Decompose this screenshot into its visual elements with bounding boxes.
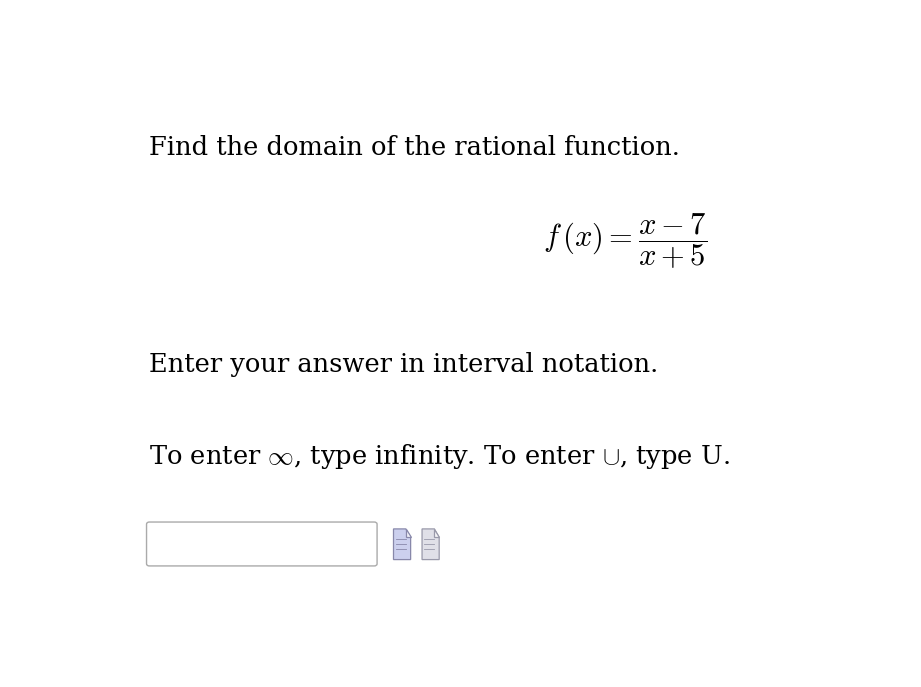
Text: Enter your answer in interval notation.: Enter your answer in interval notation. — [149, 352, 659, 377]
Text: To enter $\infty$, type infinity. To enter $\cup$, type U.: To enter $\infty$, type infinity. To ent… — [149, 442, 730, 471]
Polygon shape — [435, 529, 439, 537]
Polygon shape — [393, 529, 411, 560]
Text: Find the domain of the rational function.: Find the domain of the rational function… — [149, 135, 681, 160]
Polygon shape — [422, 529, 439, 560]
Text: $f\,(x) = \dfrac{x-7}{x+5}$: $f\,(x) = \dfrac{x-7}{x+5}$ — [543, 212, 707, 271]
FancyBboxPatch shape — [146, 522, 377, 566]
Polygon shape — [406, 529, 411, 537]
